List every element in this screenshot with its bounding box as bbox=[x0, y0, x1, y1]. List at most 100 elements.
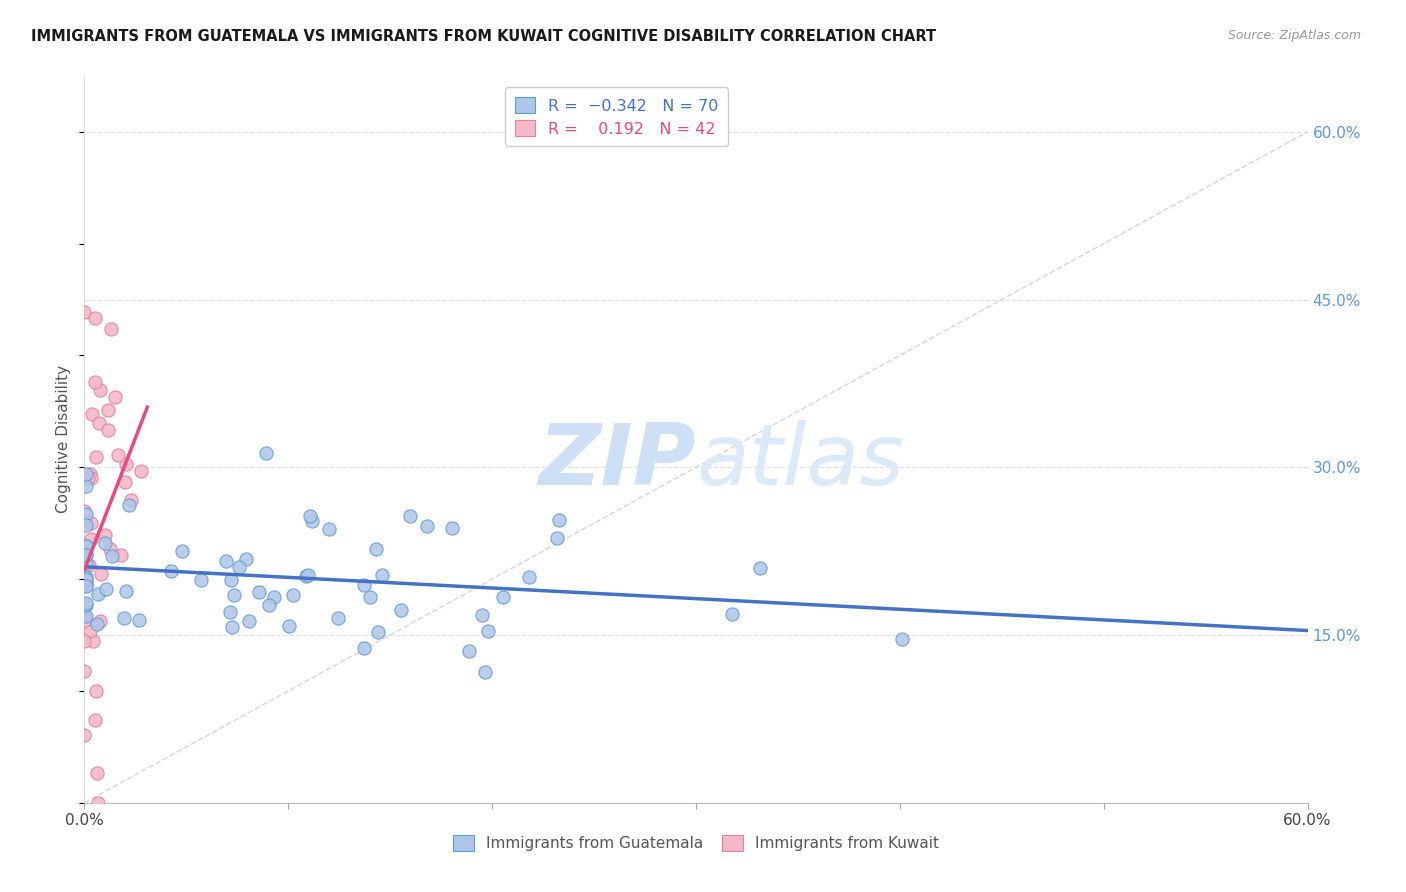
Point bbox=[73, 664, 96, 678]
Point bbox=[114, 475, 136, 489]
Point bbox=[75, 556, 97, 570]
Point bbox=[75, 572, 97, 586]
Point bbox=[87, 416, 110, 430]
Point bbox=[75, 508, 97, 522]
Point bbox=[84, 450, 107, 465]
Point bbox=[326, 611, 349, 625]
Point bbox=[353, 577, 375, 591]
Point bbox=[371, 567, 394, 582]
Point bbox=[297, 568, 319, 582]
Point bbox=[477, 624, 499, 638]
Point bbox=[749, 560, 772, 574]
Y-axis label: Cognitive Disability: Cognitive Disability bbox=[56, 365, 72, 514]
Point bbox=[83, 713, 105, 727]
Point bbox=[79, 532, 101, 546]
Point bbox=[75, 539, 97, 553]
Point bbox=[86, 616, 108, 631]
Point bbox=[517, 570, 540, 584]
Point bbox=[75, 596, 97, 610]
Point bbox=[222, 589, 245, 603]
Point bbox=[75, 599, 97, 613]
Point bbox=[73, 599, 96, 614]
Point bbox=[75, 577, 97, 591]
Point bbox=[112, 611, 135, 625]
Point bbox=[86, 766, 108, 780]
Point bbox=[190, 573, 212, 587]
Point bbox=[73, 613, 96, 627]
Point bbox=[128, 613, 150, 627]
Point bbox=[84, 311, 107, 326]
Point bbox=[257, 598, 280, 612]
Point bbox=[129, 464, 152, 478]
Point bbox=[547, 513, 569, 527]
Point bbox=[79, 516, 101, 531]
Point bbox=[80, 407, 103, 421]
Point bbox=[474, 665, 496, 679]
Point bbox=[75, 467, 97, 481]
Point bbox=[90, 567, 112, 582]
Point bbox=[301, 514, 323, 528]
Point bbox=[120, 493, 142, 508]
Point bbox=[104, 390, 127, 404]
Legend: Immigrants from Guatemala, Immigrants from Kuwait: Immigrants from Guatemala, Immigrants fr… bbox=[447, 829, 945, 857]
Point bbox=[118, 498, 141, 512]
Point bbox=[73, 728, 96, 742]
Point bbox=[83, 375, 105, 389]
Point bbox=[364, 542, 387, 557]
Point bbox=[89, 383, 111, 397]
Point bbox=[720, 607, 742, 621]
Point bbox=[441, 521, 464, 535]
Point bbox=[115, 583, 138, 598]
Point bbox=[75, 518, 97, 533]
Point bbox=[283, 588, 305, 602]
Point bbox=[75, 579, 97, 593]
Point bbox=[93, 528, 115, 542]
Point bbox=[75, 574, 97, 589]
Point bbox=[77, 558, 100, 572]
Point bbox=[73, 609, 96, 624]
Point bbox=[75, 573, 97, 587]
Point bbox=[471, 607, 494, 622]
Point bbox=[73, 634, 96, 648]
Point bbox=[170, 543, 193, 558]
Point bbox=[101, 549, 124, 564]
Point bbox=[89, 614, 111, 628]
Point bbox=[235, 551, 257, 566]
Point bbox=[75, 549, 97, 563]
Point bbox=[295, 569, 318, 583]
Point bbox=[107, 448, 129, 462]
Point bbox=[492, 591, 515, 605]
Point bbox=[100, 322, 122, 336]
Point bbox=[546, 532, 568, 546]
Point bbox=[221, 620, 243, 634]
Point bbox=[75, 479, 97, 493]
Point bbox=[75, 539, 97, 553]
Point bbox=[415, 518, 437, 533]
Point bbox=[353, 640, 375, 655]
Point bbox=[277, 619, 299, 633]
Point bbox=[75, 570, 97, 584]
Point bbox=[73, 599, 96, 614]
Text: ZIP: ZIP bbox=[538, 419, 696, 502]
Point bbox=[86, 796, 108, 810]
Point bbox=[75, 609, 97, 624]
Text: Source: ZipAtlas.com: Source: ZipAtlas.com bbox=[1227, 29, 1361, 42]
Point bbox=[219, 605, 242, 619]
Point bbox=[160, 564, 183, 578]
Point bbox=[79, 624, 101, 639]
Point bbox=[238, 614, 260, 628]
Point bbox=[98, 542, 121, 557]
Point bbox=[890, 632, 912, 647]
Point bbox=[398, 508, 420, 523]
Point bbox=[214, 554, 236, 568]
Text: IMMIGRANTS FROM GUATEMALA VS IMMIGRANTS FROM KUWAIT COGNITIVE DISABILITY CORRELA: IMMIGRANTS FROM GUATEMALA VS IMMIGRANTS … bbox=[31, 29, 936, 44]
Point bbox=[219, 573, 242, 587]
Point bbox=[79, 467, 101, 481]
Point bbox=[73, 504, 96, 518]
Point bbox=[367, 625, 389, 640]
Point bbox=[458, 644, 481, 658]
Point bbox=[94, 536, 117, 550]
Point bbox=[114, 457, 136, 471]
Point bbox=[97, 403, 120, 417]
Point bbox=[86, 684, 108, 698]
